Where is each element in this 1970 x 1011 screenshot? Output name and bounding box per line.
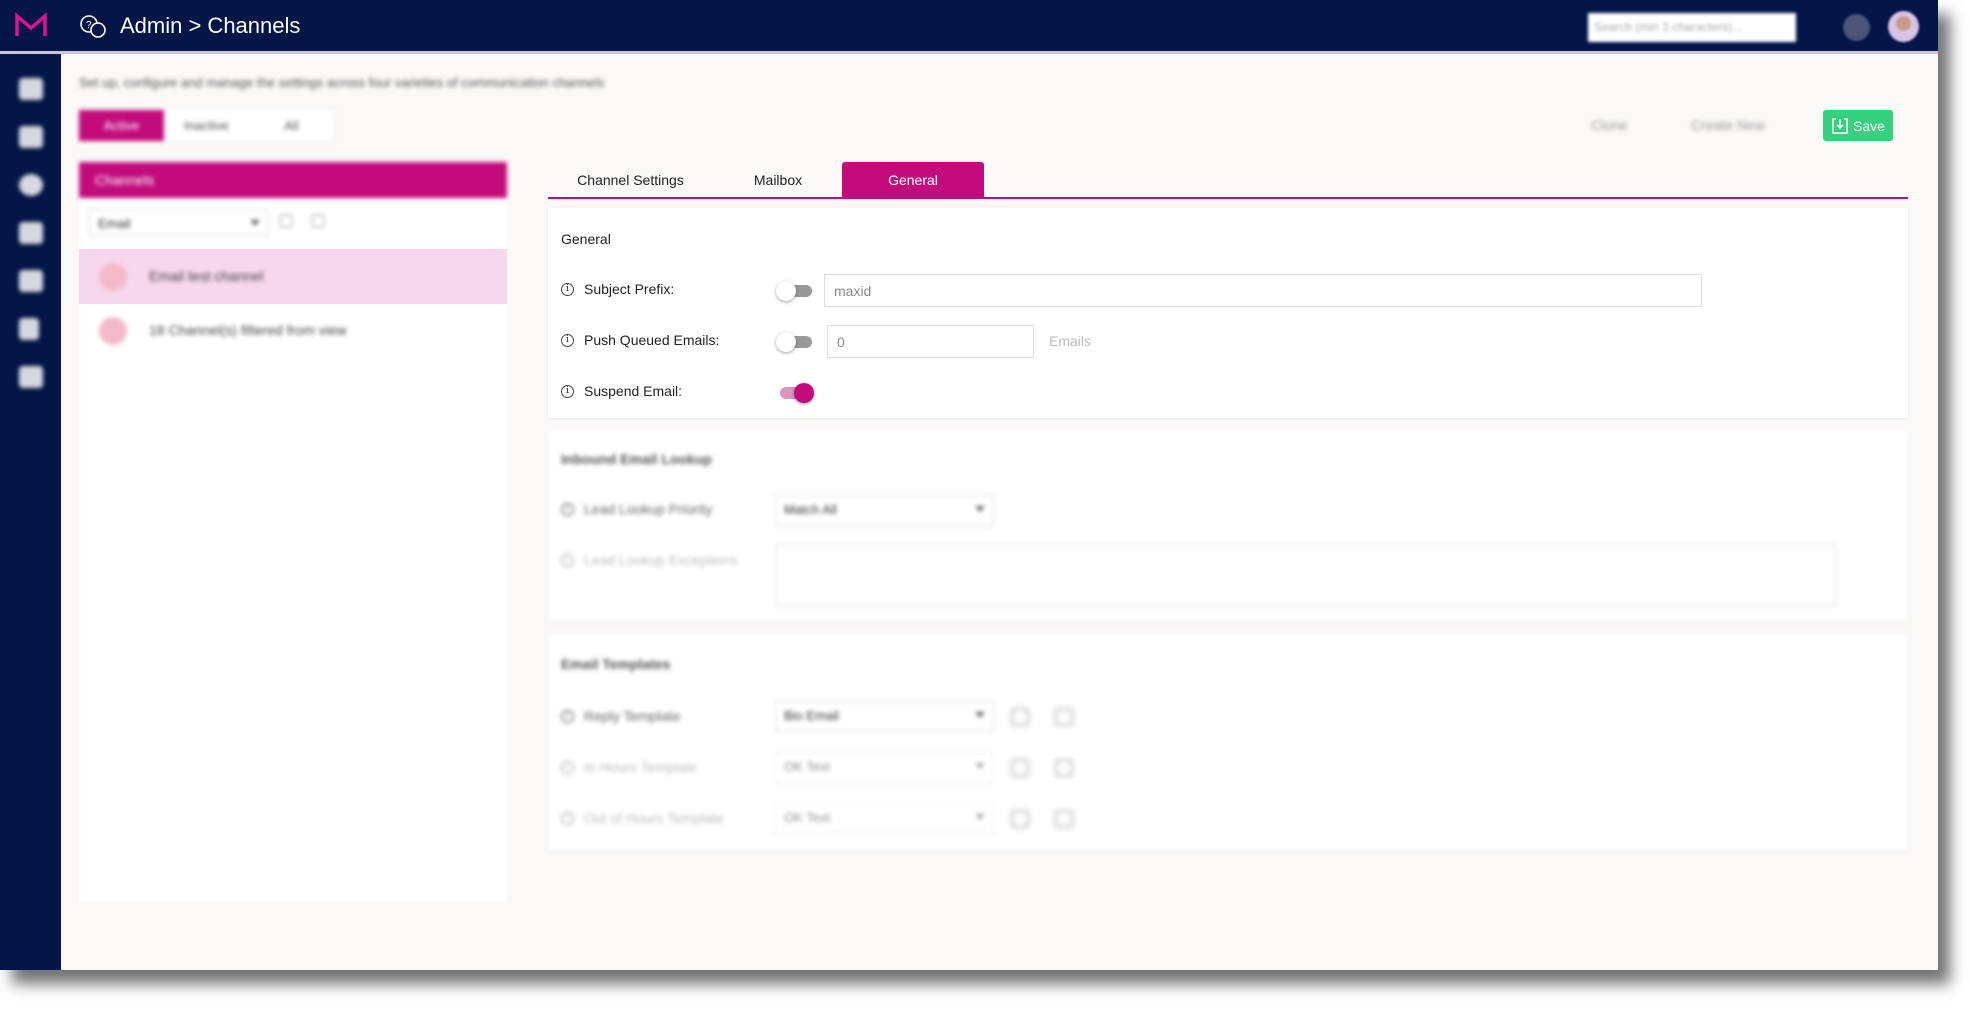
email-templates-card: Email Templates i Reply Template Bio Emai… — [548, 634, 1908, 850]
open-external-icon[interactable] — [1055, 810, 1073, 828]
out-hours-template-select[interactable]: OK Text — [775, 803, 994, 834]
out-hours-template-label: i Out of Hours Template — [561, 810, 724, 826]
tab-channel-settings[interactable]: Channel Settings — [577, 172, 684, 188]
channel-type-value: Email — [98, 216, 131, 231]
svg-text:?: ? — [86, 20, 92, 31]
suspend-email-label: i Suspend Email: — [561, 383, 682, 399]
open-external-icon[interactable] — [1055, 759, 1073, 777]
info-icon: i — [561, 760, 574, 774]
suspend-email-toggle[interactable] — [776, 383, 814, 403]
subject-prefix-label: i Subject Prefix: — [561, 281, 674, 297]
settings-icon[interactable] — [19, 366, 43, 388]
reply-template-label: i Reply Template — [561, 708, 680, 724]
filter-all[interactable]: All — [284, 118, 299, 133]
push-queued-label: i Push Queued Emails: — [561, 332, 719, 348]
push-queued-toggle[interactable] — [776, 332, 814, 352]
inbound-lookup-card: Inbound Email Lookup i Lead Lookup Priori… — [548, 431, 1908, 621]
push-queued-input[interactable]: 0 — [827, 325, 1034, 358]
channels-panel: Channels Email Email test channel 18 Cha… — [79, 162, 507, 903]
info-icon: i — [561, 282, 574, 296]
home-icon[interactable] — [19, 78, 43, 100]
database-icon[interactable] — [19, 222, 43, 244]
reply-template-select[interactable]: Bio Email — [775, 701, 994, 732]
channel-list-item[interactable]: Email test channel — [79, 249, 507, 304]
top-bar: ? Admin > Channels Search (min 3 charact… — [0, 0, 1938, 54]
save-label: Save — [1853, 118, 1885, 134]
channel-type-select[interactable]: Email — [89, 209, 269, 236]
general-card: General i Subject Prefix: maxid i Push Que… — [548, 208, 1908, 418]
create-new-button[interactable]: Create New — [1691, 117, 1765, 133]
save-icon — [1832, 118, 1848, 134]
email-channel-icon — [99, 263, 127, 291]
filter-inactive[interactable]: Inactive — [184, 118, 229, 133]
channel-list-item: 18 Channel(s) filtered from view — [79, 303, 507, 358]
tab-general[interactable]: General — [842, 162, 984, 198]
lead-priority-select[interactable]: Match All — [775, 495, 994, 526]
remove-channel-icon[interactable] — [279, 214, 293, 228]
lead-priority-label: i Lead Lookup Priority — [561, 501, 712, 517]
info-icon: i — [561, 333, 574, 347]
avatar[interactable] — [1888, 11, 1919, 42]
info-icon: i — [561, 502, 574, 516]
search-input[interactable]: Search (min 3 characters)... — [1588, 13, 1796, 42]
save-button[interactable]: Save — [1823, 110, 1893, 141]
settings-tabs: Channel Settings Mailbox General — [548, 162, 1908, 199]
page-subtitle: Set up, configure and manage the setting… — [79, 75, 605, 90]
info-icon: i — [561, 553, 574, 567]
document-icon[interactable] — [19, 318, 39, 340]
refresh-icon[interactable] — [1011, 810, 1029, 828]
open-external-icon[interactable] — [1055, 708, 1073, 726]
general-title: General — [561, 231, 611, 247]
status-filter: Active Inactive All — [79, 110, 334, 141]
page-title: Admin > Channels — [120, 13, 301, 38]
lead-exceptions-label: i Lead Lookup Exceptions — [561, 552, 737, 568]
filter-icon — [99, 317, 127, 345]
chat-help-icon: ? — [80, 15, 106, 38]
channel-name: Email test channel — [149, 268, 264, 284]
subject-prefix-input[interactable]: maxid — [824, 274, 1702, 307]
info-icon: i — [561, 384, 574, 398]
logo-icon — [15, 12, 47, 36]
clone-button[interactable]: Clone — [1591, 117, 1628, 133]
filter-active[interactable]: Active — [79, 110, 164, 141]
tab-mailbox[interactable]: Mailbox — [753, 172, 803, 188]
dashboard-icon[interactable] — [19, 174, 43, 196]
refresh-icon[interactable] — [1011, 759, 1029, 777]
inbound-title: Inbound Email Lookup — [561, 451, 712, 467]
sidebar — [0, 54, 61, 970]
info-icon: i — [561, 811, 574, 825]
notification-icon[interactable] — [1843, 14, 1870, 41]
refresh-icon[interactable] — [1011, 708, 1029, 726]
emails-unit: Emails — [1049, 333, 1092, 349]
contacts-icon[interactable] — [19, 270, 43, 292]
add-channel-icon[interactable] — [311, 214, 325, 228]
in-hours-template-select[interactable]: OK Text — [775, 752, 994, 783]
in-hours-template-label: i In Hours Template — [561, 759, 697, 775]
info-icon: i — [561, 709, 574, 723]
channels-panel-title: Channels — [79, 162, 507, 198]
filtered-count: 18 Channel(s) filtered from view — [149, 322, 347, 338]
lead-exceptions-textarea[interactable] — [775, 545, 1836, 606]
app-window: ? Admin > Channels Search (min 3 charact… — [0, 0, 1938, 970]
sliders-icon[interactable] — [19, 126, 43, 148]
templates-title: Email Templates — [561, 656, 671, 672]
subject-prefix-toggle[interactable] — [776, 281, 814, 301]
